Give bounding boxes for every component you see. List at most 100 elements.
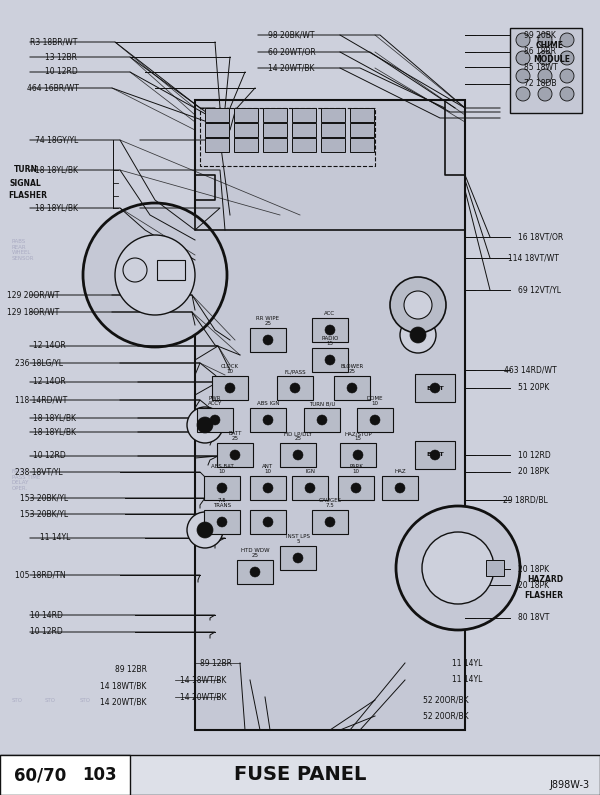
- Text: 18 18YL/BK: 18 18YL/BK: [33, 413, 76, 422]
- Circle shape: [217, 483, 227, 493]
- Text: BLOWER
25: BLOWER 25: [340, 364, 364, 374]
- Text: 6: 6: [213, 420, 217, 425]
- Bar: [312, 510, 348, 534]
- Text: 8: 8: [320, 420, 324, 425]
- Text: ABS IGN: ABS IGN: [257, 401, 279, 406]
- Bar: [510, 28, 582, 113]
- Circle shape: [353, 450, 363, 460]
- Circle shape: [396, 506, 520, 630]
- Text: HD LP/DLY
25: HD LP/DLY 25: [284, 431, 312, 441]
- Text: RABS
REAR
WHEEL
SENSOR: RABS REAR WHEEL SENSOR: [12, 238, 35, 262]
- Bar: [0, 755, 600, 795]
- Text: 14 18WT/BK: 14 18WT/BK: [180, 676, 226, 684]
- Text: 60 20WT/OR: 60 20WT/OR: [268, 48, 316, 56]
- Text: 153 20BK/YL: 153 20BK/YL: [20, 510, 68, 518]
- Bar: [205, 123, 229, 137]
- Bar: [217, 443, 253, 467]
- Bar: [205, 138, 229, 152]
- Bar: [197, 408, 233, 432]
- Text: 153 20BK/YL: 153 20BK/YL: [20, 494, 68, 502]
- Text: 463 14RD/WT: 463 14RD/WT: [504, 366, 557, 374]
- Bar: [234, 108, 258, 122]
- Text: 18 18YL/BK: 18 18YL/BK: [35, 165, 78, 174]
- Text: 5: 5: [350, 387, 354, 393]
- Circle shape: [516, 33, 530, 47]
- Text: 11 14YL: 11 14YL: [452, 658, 482, 668]
- Circle shape: [263, 415, 273, 425]
- Text: 20 18PK: 20 18PK: [518, 564, 549, 573]
- Bar: [415, 441, 455, 469]
- Circle shape: [325, 355, 335, 365]
- Text: 18: 18: [251, 572, 259, 576]
- Text: 89 12BR: 89 12BR: [200, 658, 232, 668]
- Text: 16: 16: [264, 522, 272, 526]
- Text: IGN: IGN: [305, 469, 315, 474]
- Bar: [334, 376, 370, 400]
- Text: 10 12RD: 10 12RD: [45, 68, 78, 76]
- Text: 14 18WT/BK: 14 18WT/BK: [100, 681, 146, 691]
- Text: 60/70: 60/70: [14, 766, 66, 784]
- Text: 11 14YL: 11 14YL: [40, 533, 70, 542]
- Bar: [312, 348, 348, 372]
- Text: BATT: BATT: [426, 386, 444, 390]
- Circle shape: [293, 450, 303, 460]
- Bar: [350, 108, 374, 122]
- Text: 2: 2: [328, 359, 332, 364]
- Text: 98 20BK/WT: 98 20BK/WT: [268, 30, 314, 40]
- Circle shape: [516, 87, 530, 101]
- Bar: [321, 108, 345, 122]
- Bar: [250, 408, 286, 432]
- Text: RADIO
15: RADIO 15: [322, 336, 338, 346]
- Circle shape: [317, 415, 327, 425]
- Text: 89 12BR: 89 12BR: [115, 665, 147, 674]
- Text: 99 20BK: 99 20BK: [524, 30, 556, 40]
- Circle shape: [263, 483, 273, 493]
- Circle shape: [538, 69, 552, 83]
- Circle shape: [351, 483, 361, 493]
- Bar: [204, 510, 240, 534]
- Text: 17: 17: [326, 522, 334, 526]
- Text: 7.5
TRANS: 7.5 TRANS: [213, 498, 231, 508]
- Text: 15: 15: [352, 487, 360, 492]
- Text: 52 20OR/BK: 52 20OR/BK: [423, 712, 469, 720]
- Bar: [382, 476, 418, 500]
- Text: 18 18YL/BK: 18 18YL/BK: [33, 428, 76, 436]
- Text: J898W-3: J898W-3: [550, 780, 590, 790]
- Circle shape: [538, 87, 552, 101]
- Circle shape: [197, 417, 213, 433]
- Text: 74 18GY/YL: 74 18GY/YL: [35, 135, 78, 145]
- Bar: [292, 108, 316, 122]
- Circle shape: [560, 87, 574, 101]
- Circle shape: [187, 512, 223, 548]
- Circle shape: [560, 33, 574, 47]
- Circle shape: [290, 383, 300, 393]
- Text: TURN B/U: TURN B/U: [309, 401, 335, 406]
- Circle shape: [210, 415, 220, 425]
- Text: FUSE PANEL: FUSE PANEL: [234, 766, 366, 785]
- Text: 69 12VT/YL: 69 12VT/YL: [518, 285, 561, 294]
- Text: CLOCK
10: CLOCK 10: [221, 364, 239, 374]
- Bar: [205, 108, 229, 122]
- Circle shape: [538, 51, 552, 65]
- Text: 12 14OR: 12 14OR: [33, 378, 66, 386]
- Bar: [200, 108, 375, 166]
- Text: 19: 19: [294, 557, 302, 563]
- Circle shape: [325, 517, 335, 527]
- Bar: [486, 560, 504, 576]
- Bar: [338, 476, 374, 500]
- Text: RR WIPE
25: RR WIPE 25: [257, 316, 280, 326]
- Circle shape: [263, 335, 273, 345]
- Text: 80 18VT: 80 18VT: [518, 614, 550, 622]
- Bar: [357, 408, 393, 432]
- Text: FLASHER: FLASHER: [8, 192, 47, 200]
- Circle shape: [560, 69, 574, 83]
- Text: 105 18RD/TN: 105 18RD/TN: [15, 571, 65, 580]
- Text: 13: 13: [218, 487, 226, 492]
- Text: 10 14RD: 10 14RD: [30, 611, 63, 619]
- Circle shape: [560, 51, 574, 65]
- Text: HTD WDW
25: HTD WDW 25: [241, 548, 269, 558]
- Text: ANT
10: ANT 10: [262, 464, 274, 474]
- Bar: [350, 123, 374, 137]
- Circle shape: [197, 522, 213, 538]
- Text: SIGNAL: SIGNAL: [10, 179, 42, 188]
